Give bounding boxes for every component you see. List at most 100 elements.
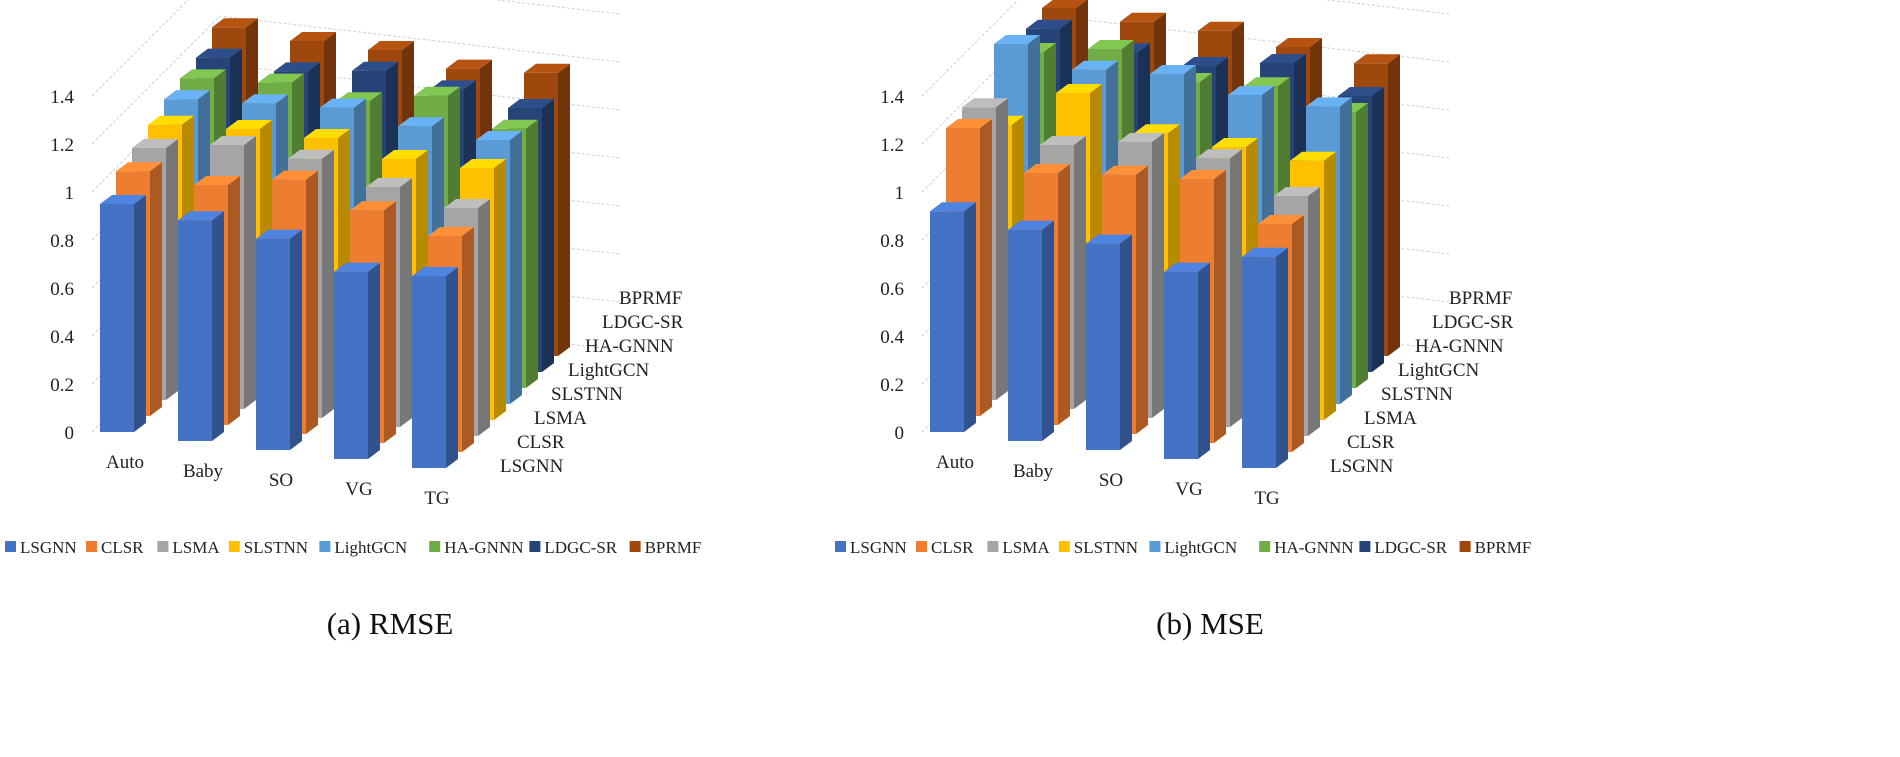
category-label: TG [424, 488, 450, 509]
y-tick-label: 0.2 [880, 375, 904, 396]
legend-label: LSMA [1002, 538, 1050, 557]
series-axis-label: LSMA [1364, 408, 1417, 429]
legend-swatch [1259, 541, 1271, 552]
bar-side [1214, 170, 1226, 443]
y-tick-label: 1.2 [880, 135, 904, 156]
bar-side [244, 136, 256, 409]
y-tick-label: 0.4 [50, 327, 74, 348]
legend-label: HA-GNNN [1274, 538, 1353, 557]
bar-top [428, 227, 474, 236]
bar-top [366, 178, 412, 187]
bar-lsgnn-baby [1008, 220, 1054, 441]
legend-label: CLSR [931, 538, 974, 557]
bar-top [1290, 151, 1336, 161]
bar-side [494, 159, 506, 420]
series-axis-label: LSGNN [1330, 456, 1394, 477]
legend-item: LDGC-SR [1359, 538, 1448, 557]
bar-top [320, 98, 366, 108]
bar-top [1306, 97, 1352, 107]
gridline [91, 15, 621, 145]
bar-top [946, 119, 992, 128]
legend-swatch [987, 541, 999, 552]
y-tick-label: 1.2 [50, 135, 74, 156]
y-tick-label: 0.8 [880, 231, 904, 252]
legend-item: HA-GNNN [429, 538, 524, 557]
legend-label: HA-GNNN [444, 538, 523, 557]
series-axis-label: CLSR [1347, 432, 1395, 453]
bar-front [1008, 229, 1042, 441]
legend-item: HA-GNNN [1259, 538, 1354, 557]
series-axis-label: LDGC-SR [1432, 312, 1514, 333]
bar-top [178, 211, 224, 221]
bar-lsgnn-auto [100, 195, 146, 432]
bar-top [242, 94, 288, 104]
series-axis-label: LSGNN [500, 456, 564, 477]
legend-item: LightGCN [1149, 538, 1237, 557]
bar-top [476, 131, 522, 140]
bar-side [1292, 215, 1304, 452]
y-tick-label: 0.6 [880, 279, 904, 300]
legend-swatch [319, 541, 331, 552]
bar-side [1136, 165, 1148, 435]
legend-item: LSMA [157, 538, 220, 557]
bar-side [1152, 133, 1164, 418]
bar-top [1042, 0, 1087, 8]
bar-top [492, 119, 538, 129]
legend-swatch [529, 541, 541, 552]
bar-front [334, 271, 368, 459]
caption-rmse: (a) RMSE [326, 606, 454, 641]
series-axis-label: LightGCN [568, 360, 650, 381]
bar-side [996, 98, 1008, 400]
series-axis-label: LDGC-SR [602, 312, 684, 333]
bar-front [930, 211, 964, 432]
legend-swatch [1058, 541, 1070, 552]
bar-side [150, 162, 162, 416]
category-label: Auto [936, 452, 974, 473]
legend-swatch [1149, 541, 1161, 552]
legend-label: BPRMF [645, 538, 702, 557]
bar-side [384, 201, 396, 443]
bar-top [226, 120, 272, 129]
legend-item: LightGCN [319, 538, 407, 557]
bar-top [1102, 165, 1148, 175]
bar-top [132, 139, 178, 148]
legend-swatch [916, 541, 927, 552]
bar-top [508, 99, 554, 108]
chart-rmse: 0 0.2 0.4 0.6 0.8 1 1.2 1.4 Auto Baby SO VG TG LSGNN C… [5, 0, 701, 557]
legend-label: LightGCN [1164, 538, 1237, 557]
bar-side [542, 99, 554, 372]
legend-item: CLSR [86, 538, 144, 557]
bar-side [478, 199, 490, 436]
legend-item: LSMA [987, 538, 1050, 557]
bar-top [412, 267, 458, 276]
legend-label: LSGNN [20, 538, 77, 557]
bar-top [1072, 60, 1118, 70]
bar-side [306, 170, 318, 434]
legend: LSGNN CLSR LSMA SLSTNN LightGCN HA-GNNN LDGC-S… [5, 538, 701, 557]
bar-top [1198, 21, 1244, 31]
bar-lsgnn-tg [1242, 247, 1288, 468]
legend-label: LSMA [172, 538, 220, 557]
bar-top [288, 149, 334, 159]
bar-side [462, 227, 474, 452]
bar-top [1228, 86, 1274, 95]
legend-item: SLSTNN [1058, 538, 1138, 557]
category-label: VG [345, 479, 373, 500]
legend-label: LDGC-SR [544, 538, 617, 557]
legend-swatch [1459, 541, 1471, 552]
bar-side [1308, 187, 1320, 436]
bar-top [1244, 77, 1290, 87]
bar-top [212, 18, 258, 28]
category-label: SO [269, 470, 293, 491]
bar-top [1086, 234, 1132, 244]
category-label: Baby [1013, 461, 1054, 482]
bar-side [1042, 220, 1054, 441]
legend-item: LSGNN [5, 538, 77, 557]
bar-top [148, 115, 194, 125]
bar-front [412, 276, 446, 468]
y-tick-label: 1.4 [50, 87, 74, 108]
bar-top [1056, 84, 1102, 93]
legend-swatch [228, 541, 240, 552]
bar-top [210, 136, 256, 145]
